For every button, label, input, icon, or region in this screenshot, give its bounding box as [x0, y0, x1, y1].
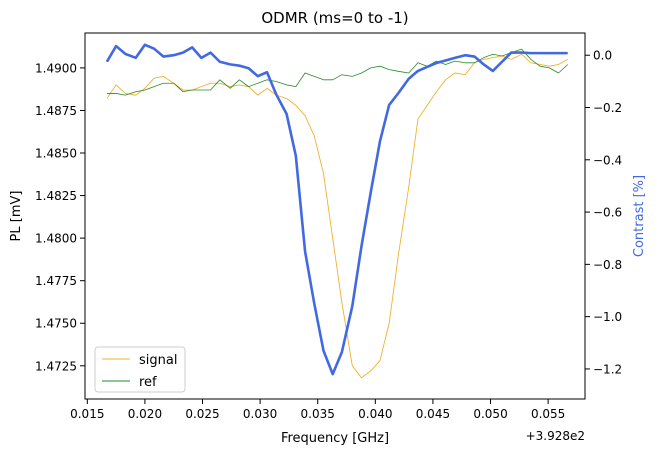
- x-tick-label: 0.025: [185, 407, 219, 421]
- y-left-tick-label: 1.4725: [35, 359, 77, 373]
- legend: signal ref: [94, 346, 186, 393]
- y-left-tick-label: 1.4850: [35, 147, 77, 161]
- y-left-tick-label: 1.4775: [35, 274, 77, 288]
- y-axis-right-label: Contrast [%]: [632, 175, 647, 257]
- legend-label-ref: ref: [139, 375, 157, 390]
- x-tick-label: 0.055: [531, 407, 565, 421]
- y-left-tick-label: 1.4900: [35, 61, 77, 75]
- y-left-tick-label: 1.4800: [35, 232, 77, 246]
- legend-label-signal: signal: [139, 353, 177, 368]
- x-tick-label: 0.045: [416, 407, 450, 421]
- series-line-ref: [106, 48, 568, 96]
- x-tick-label: 0.030: [243, 407, 277, 421]
- x-axis-label: Frequency [GHz]: [281, 431, 389, 446]
- y-axis-right: 0.0 −0.2 −0.4 −0.6 −0.8 −1.0 −1.2: [585, 49, 622, 376]
- series-layer: [105, 43, 568, 379]
- y-right-tick-label: −0.6: [593, 206, 622, 220]
- x-tick-label: 0.050: [473, 407, 507, 421]
- x-tick-label: 0.015: [70, 407, 104, 421]
- x-tick-label: 0.035: [301, 407, 335, 421]
- x-tick-label: 0.040: [358, 407, 392, 421]
- y-right-tick-label: 0.0: [593, 49, 612, 63]
- y-left-tick-label: 1.4825: [35, 189, 77, 203]
- y-axis-left-label: PL [mV]: [9, 191, 24, 242]
- y-right-tick-label: −0.2: [593, 101, 622, 115]
- series-line-contrast: [105, 43, 568, 376]
- y-right-tick-label: −0.4: [593, 153, 622, 167]
- y-left-tick-label: 1.4750: [35, 317, 77, 331]
- y-left-tick-label: 1.4875: [35, 104, 77, 118]
- chart-title: ODMR (ms=0 to -1): [261, 9, 408, 27]
- y-right-tick-label: −1.2: [593, 362, 622, 376]
- series-line-signal: [106, 53, 568, 379]
- x-axis: 0.015 0.020 0.025 0.030 0.035 0.040 0.045 0.050…: [70, 399, 565, 421]
- x-axis-offset-label: +3.928e2: [526, 429, 585, 443]
- x-tick-label: 0.020: [128, 407, 162, 421]
- y-right-tick-label: −0.8: [593, 258, 622, 272]
- y-axis-left: 1.4725 1.4750 1.4775 1.4800 1.4825 1.4850 1.48…: [35, 61, 85, 373]
- plot-frame: [84, 32, 586, 400]
- y-right-tick-label: −1.0: [593, 310, 622, 324]
